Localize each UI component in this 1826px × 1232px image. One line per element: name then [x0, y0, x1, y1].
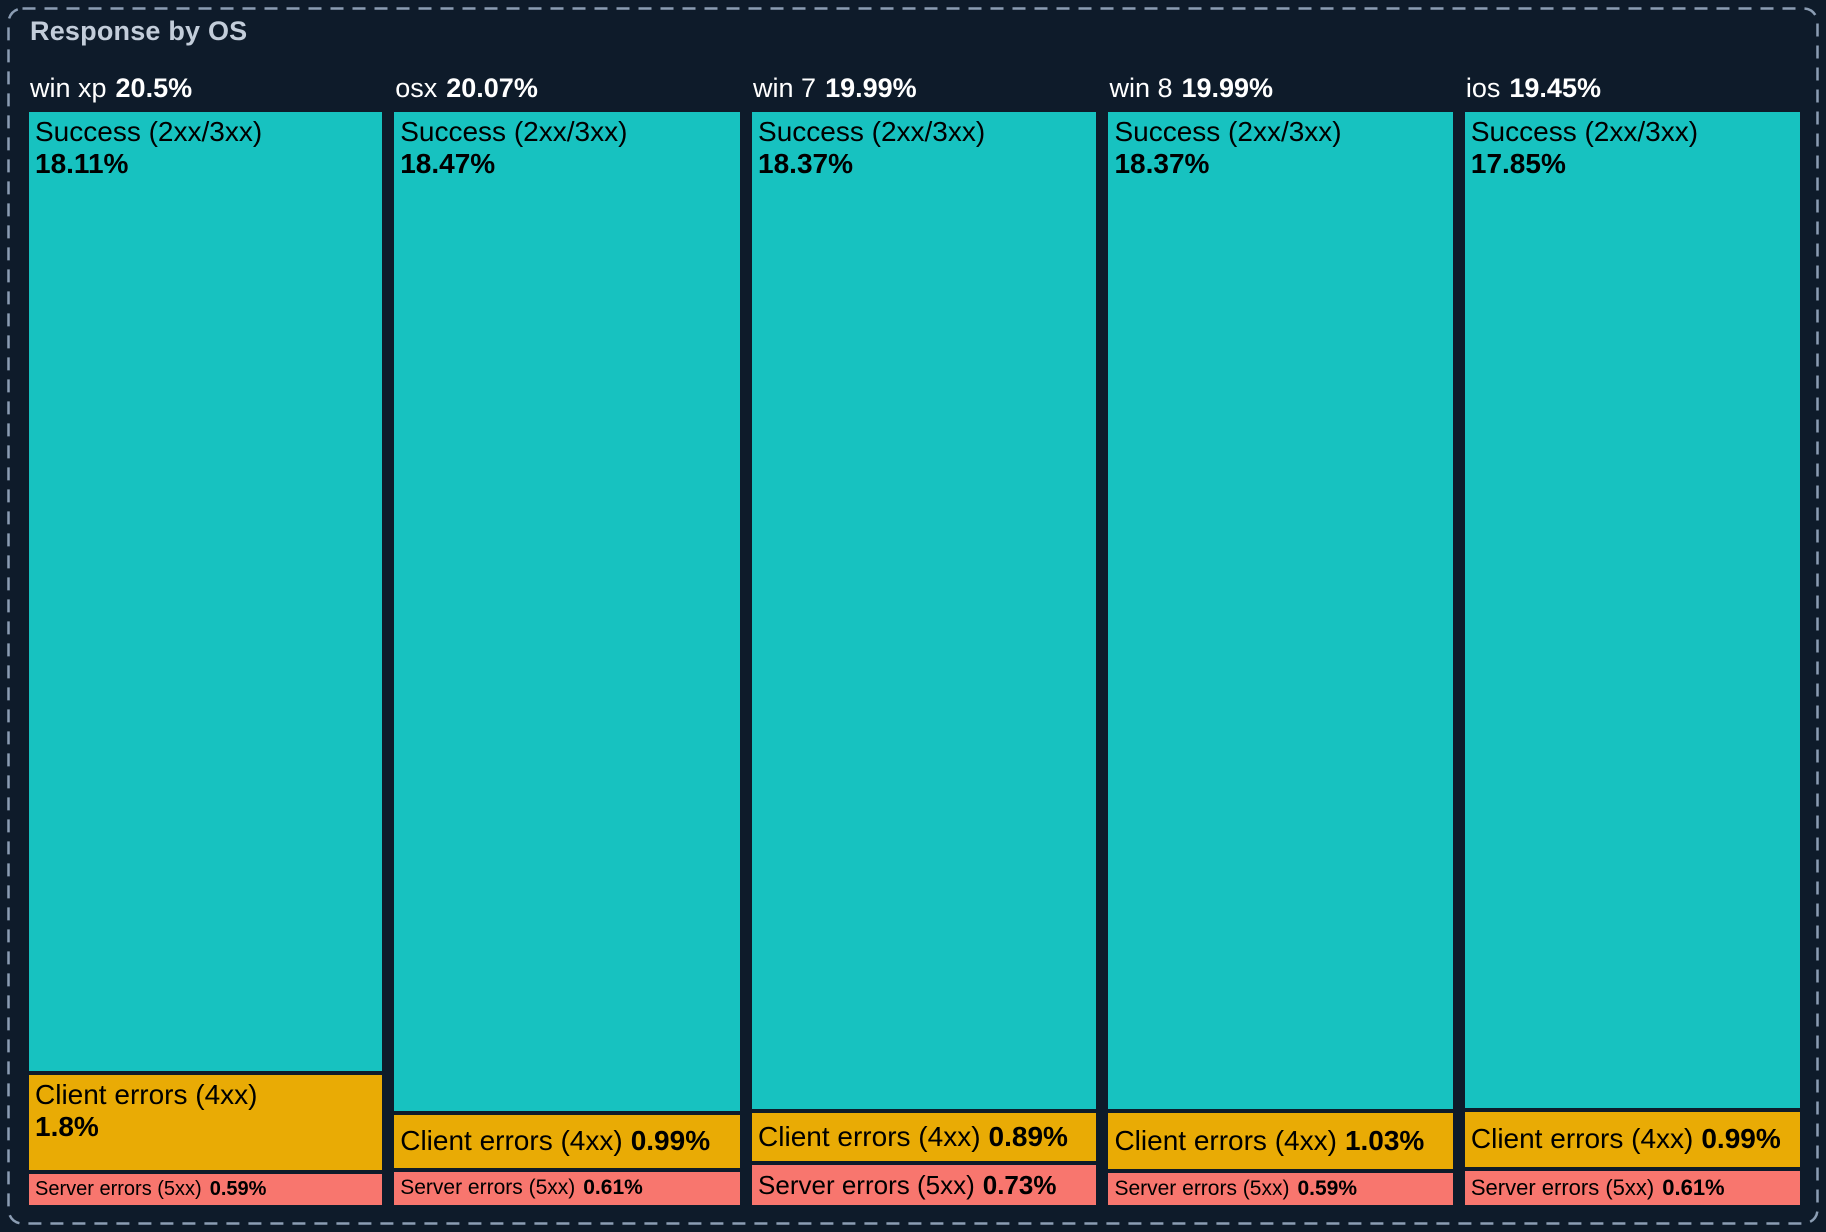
treemap-column-header[interactable]: win 8 19.99%: [1108, 62, 1452, 112]
node-value: 0.61%: [1662, 1175, 1725, 1201]
treemap-column-win-xp: win xp 20.5% Success (2xx/3xx) 18.11% Client…: [29, 62, 383, 1205]
node-value: 18.47%: [400, 148, 496, 180]
node-label: Client errors (4xx): [35, 1078, 258, 1110]
column-os-label: osx: [395, 73, 438, 103]
treemap-chart: win xp 20.5% Success (2xx/3xx) 18.11% Client…: [29, 62, 1800, 1206]
node-value: 18.37%: [1114, 148, 1210, 180]
treemap-column-blocks: Success (2xx/3xx) 18.11% Client errors (4x…: [29, 112, 383, 1205]
node-label: Server errors (5xx): [758, 1170, 975, 1201]
node-label: Server errors (5xx): [1470, 1175, 1655, 1201]
panel-title: Response by OS: [30, 16, 248, 46]
treemap-node-success[interactable]: Success (2xx/3xx) 17.85%: [1464, 112, 1800, 1108]
node-text: Success (2xx/3xx) 18.47%: [394, 112, 740, 181]
node-label: Client errors (4xx): [758, 1121, 981, 1152]
node-label: Client errors (4xx): [1470, 1123, 1694, 1155]
node-label: Success (2xx/3xx): [35, 116, 263, 147]
node-value: 18.37%: [758, 148, 853, 180]
treemap-column-header[interactable]: win xp 20.5%: [29, 62, 382, 112]
node-value: 0.59%: [209, 1177, 267, 1200]
node-value: 0.99%: [630, 1125, 711, 1157]
treemap-node-client-errors[interactable]: Client errors (4xx) 1.03%: [1108, 1113, 1453, 1169]
node-value: 0.59%: [1297, 1176, 1358, 1200]
treemap-column-header[interactable]: osx 20.07%: [394, 62, 740, 112]
node-label: Server errors (5xx): [35, 1177, 202, 1200]
treemap-node-client-errors[interactable]: Client errors (4xx) 1.8%: [29, 1074, 383, 1170]
treemap-column-blocks: Success (2xx/3xx) 18.37% Client errors (4x…: [752, 112, 1097, 1206]
treemap-node-client-errors[interactable]: Client errors (4xx) 0.89%: [752, 1113, 1097, 1162]
node-text: Success (2xx/3xx) 18.37%: [752, 112, 1096, 181]
node-text: Success (2xx/3xx) 18.37%: [1108, 112, 1452, 181]
node-value: 0.99%: [1701, 1123, 1781, 1155]
column-os-label: win 8: [1109, 73, 1173, 103]
node-text: Success (2xx/3xx) 17.85%: [1465, 112, 1800, 181]
column-total-percent: 20.07%: [446, 73, 538, 103]
column-os-label: win 7: [753, 73, 817, 103]
node-value: 0.73%: [982, 1170, 1057, 1201]
node-value: 0.89%: [988, 1121, 1068, 1152]
treemap-column-blocks: Success (2xx/3xx) 18.37% Client errors (4x…: [1108, 112, 1453, 1206]
node-value: 17.85%: [1470, 148, 1566, 180]
treemap-node-success[interactable]: Success (2xx/3xx) 18.47%: [394, 112, 741, 1111]
treemap-node-success[interactable]: Success (2xx/3xx) 18.37%: [752, 112, 1097, 1110]
column-total-percent: 19.99%: [1181, 73, 1274, 103]
node-text: Client errors (4xx) 1.8%: [29, 1075, 382, 1144]
treemap-column-blocks: Success (2xx/3xx) 18.47% Client errors (4x…: [394, 112, 741, 1205]
treemap-column-win-7: win 7 19.99% Success (2xx/3xx) 18.37% Client…: [752, 62, 1097, 1206]
treemap-node-server-errors[interactable]: Server errors (5xx) 0.61%: [1464, 1170, 1800, 1205]
node-value: 18.11%: [35, 148, 129, 180]
treemap-node-server-errors[interactable]: Server errors (5xx) 0.61%: [394, 1172, 741, 1205]
treemap-column-header[interactable]: win 7 19.99%: [752, 62, 1096, 112]
node-label: Client errors (4xx): [1114, 1124, 1337, 1156]
column-total-percent: 19.99%: [825, 73, 917, 103]
treemap-column-win-8: win 8 19.99% Success (2xx/3xx) 18.37% Client…: [1108, 62, 1453, 1206]
treemap-node-client-errors[interactable]: Client errors (4xx) 0.99%: [394, 1114, 741, 1169]
node-label: Client errors (4xx): [400, 1125, 623, 1157]
treemap-node-success[interactable]: Success (2xx/3xx) 18.11%: [29, 112, 383, 1071]
treemap-node-server-errors[interactable]: Server errors (5xx) 0.59%: [29, 1173, 383, 1205]
column-total-percent: 19.45%: [1509, 73, 1601, 103]
treemap-column-header[interactable]: ios 19.45%: [1465, 62, 1800, 112]
treemap-node-client-errors[interactable]: Client errors (4xx) 0.99%: [1464, 1111, 1800, 1167]
node-label: Success (2xx/3xx): [758, 116, 986, 147]
treemap-node-server-errors[interactable]: Server errors (5xx) 0.59%: [1108, 1172, 1453, 1206]
column-os-label: win xp: [30, 73, 107, 103]
node-text: Success (2xx/3xx) 18.11%: [29, 112, 382, 181]
column-total-percent: 20.5%: [115, 73, 193, 103]
column-os-label: ios: [1465, 73, 1501, 103]
treemap-column-osx: osx 20.07% Success (2xx/3xx) 18.47% Client e…: [394, 62, 741, 1205]
treemap-column-blocks: Success (2xx/3xx) 17.85% Client errors (4x…: [1464, 112, 1800, 1205]
treemap-node-success[interactable]: Success (2xx/3xx) 18.37%: [1108, 112, 1453, 1110]
node-label: Server errors (5xx): [400, 1176, 576, 1200]
node-value: 0.61%: [583, 1176, 643, 1200]
node-value: 1.8%: [35, 1110, 99, 1142]
node-label: Success (2xx/3xx): [400, 116, 628, 147]
node-value: 1.03%: [1344, 1124, 1425, 1156]
treemap-column-ios: ios 19.45% Success (2xx/3xx) 17.85% Client e…: [1464, 62, 1800, 1205]
node-label: Success (2xx/3xx): [1114, 116, 1342, 147]
node-label: Server errors (5xx): [1114, 1176, 1290, 1200]
treemap-node-server-errors[interactable]: Server errors (5xx) 0.73%: [752, 1165, 1097, 1206]
node-label: Success (2xx/3xx): [1470, 116, 1699, 147]
